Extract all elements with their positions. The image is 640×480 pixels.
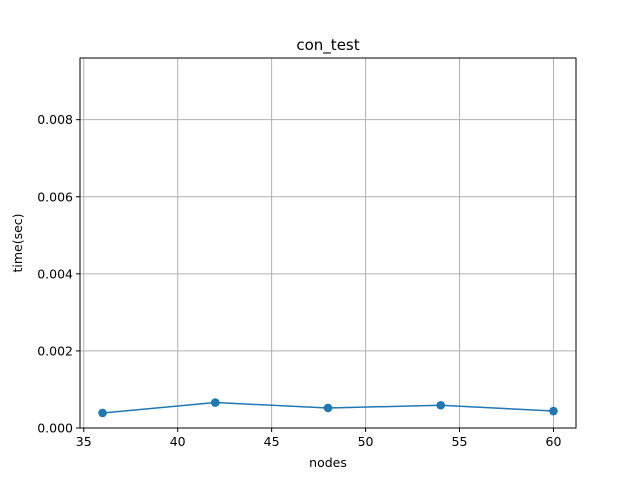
x-tick-label: 35 bbox=[76, 434, 92, 449]
data-point bbox=[549, 406, 558, 416]
y-tick-label: 0.000 bbox=[37, 421, 73, 436]
grid bbox=[80, 58, 576, 429]
data-point bbox=[210, 398, 220, 407]
y-axis-label: time(sec) bbox=[10, 213, 25, 272]
x-tick-label: 60 bbox=[546, 434, 562, 449]
y-tick-label: 0.004 bbox=[37, 266, 73, 281]
data-point bbox=[323, 403, 333, 413]
series-layer bbox=[98, 398, 558, 418]
x-axis-label: nodes bbox=[309, 455, 347, 470]
data-point bbox=[436, 400, 446, 410]
y-tick-label: 0.002 bbox=[37, 343, 73, 358]
x-tick-label: 55 bbox=[452, 434, 468, 449]
x-tick-label: 45 bbox=[264, 434, 280, 449]
data-point bbox=[98, 408, 107, 418]
x-tick-label: 50 bbox=[358, 434, 374, 449]
chart-title: con_test bbox=[296, 36, 359, 55]
x-tick-label: 40 bbox=[170, 434, 186, 449]
axis-ticks: 35 40 45 50 55 60 0.000 0.002 0.004 0.006 0.008 bbox=[37, 112, 561, 449]
plot-area-frame bbox=[79, 57, 577, 429]
y-tick-label: 0.006 bbox=[37, 189, 73, 204]
y-tick-label: 0.008 bbox=[37, 112, 73, 127]
